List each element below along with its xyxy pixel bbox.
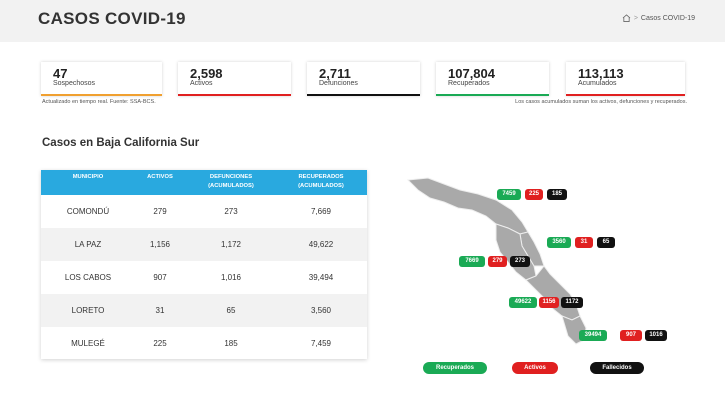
stat-label: Activos (190, 80, 213, 87)
cell-activos: 31 (155, 306, 165, 315)
cell-activos: 225 (153, 339, 167, 348)
header-defunciones-line1: DEFUNCIONES (209, 174, 253, 180)
breadcrumb: > Casos COVID-19 (622, 14, 695, 22)
cell-recuperados: 39,494 (308, 273, 334, 282)
map-label-loreto-activos: 31 (575, 237, 593, 248)
page-title: CASOS COVID-19 (38, 9, 186, 28)
map-label-loscabos-recuperados: 39494 (579, 330, 607, 341)
map-label-comondu-recuperados: 7669 (459, 256, 485, 267)
legend-activos[interactable]: Activos (512, 362, 558, 374)
map-label-comondu-fallecidos: 273 (510, 256, 530, 267)
stat-label: Sospechosos (53, 80, 96, 87)
map-label-lapaz-fallecidos: 1172 (561, 297, 583, 308)
map-label-mulege-activos: 225 (525, 189, 543, 200)
stat-card-recuperados: 107,804 Recuperados (436, 62, 549, 96)
cell-defunciones: 1,016 (220, 273, 242, 282)
stat-value: 47 (53, 66, 68, 81)
cell-municipio: LOS CABOS (64, 273, 112, 282)
stat-card-activos: 2,598 Activos (178, 62, 291, 96)
map-label-mulege-fallecidos: 185 (547, 189, 567, 200)
cell-defunciones: 1,172 (220, 240, 242, 249)
cell-defunciones: 185 (224, 339, 238, 348)
stat-value: 107,804 (448, 66, 495, 81)
table-row: LOS CABOS 907 1,016 39,494 (41, 261, 367, 294)
header-defunciones: DEFUNCIONES (ACUMULADOS) (191, 173, 271, 191)
stat-card-defunciones: 2,711 Defunciones (307, 62, 420, 96)
map-label-lapaz-recuperados: 49622 (509, 297, 537, 308)
cell-recuperados: 3,560 (310, 306, 332, 315)
cell-municipio: LORETO (71, 306, 105, 315)
header-bar: CASOS COVID-19 > Casos COVID-19 (0, 0, 725, 42)
header-municipio: MUNICIPIO (72, 174, 104, 180)
table-row: LA PAZ 1,156 1,172 49,622 (41, 228, 367, 261)
stat-label: Defunciones (319, 80, 358, 87)
cell-activos: 1,156 (149, 240, 171, 249)
stat-card-sospechosos: 47 Sospechosos (41, 62, 162, 96)
cell-activos: 279 (153, 207, 167, 216)
stat-value: 2,598 (190, 66, 223, 81)
header-activos: ACTIVOS (147, 174, 173, 180)
legend-fallecidos[interactable]: Fallecidos (590, 362, 644, 374)
map-label-loreto-fallecidos: 65 (597, 237, 615, 248)
stat-label: Recuperados (448, 80, 490, 87)
legend-recuperados[interactable]: Recuperados (423, 362, 487, 374)
stat-label: Acumulados (578, 80, 617, 87)
cell-municipio: COMONDÚ (66, 207, 110, 216)
section-title: Casos en Baja California Sur (42, 137, 200, 149)
cell-recuperados: 7,669 (310, 207, 332, 216)
map-region-mulege[interactable] (406, 177, 529, 235)
table-header: MUNICIPIO ACTIVOS DEFUNCIONES (ACUMULADO… (41, 170, 367, 195)
table-row: COMONDÚ 279 273 7,669 (41, 195, 367, 228)
stat-value: 2,711 (319, 66, 351, 81)
header-defunciones-line2: (ACUMULADOS) (208, 183, 254, 189)
cell-defunciones: 273 (224, 207, 238, 216)
breadcrumb-current: Casos COVID-19 (640, 14, 695, 22)
update-note: Actualizado en tiempo real. Fuente: SSA-… (42, 99, 156, 105)
map-label-loreto-recuperados: 3560 (547, 237, 571, 248)
header-recuperados: RECUPERADOS (ACUMULADOS) (281, 173, 361, 191)
map-label-loscabos-fallecidos: 1016 (645, 330, 667, 341)
map-label-loscabos-activos: 907 (620, 330, 642, 341)
home-icon[interactable] (622, 14, 631, 22)
cell-recuperados: 49,622 (308, 240, 334, 249)
table-row: LORETO 31 65 3,560 (41, 294, 367, 327)
cell-municipio: MULEGÉ (71, 339, 105, 348)
cell-recuperados: 7,459 (310, 339, 332, 348)
accumulated-note: Los casos acumulados suman los activos, … (515, 99, 687, 105)
cell-activos: 907 (153, 273, 167, 282)
map-label-mulege-recuperados: 7459 (497, 189, 521, 200)
bcs-map (406, 177, 587, 345)
cell-municipio: LA PAZ (74, 240, 102, 249)
table-row: MULEGÉ 225 185 7,459 (41, 327, 367, 360)
header-recuperados-line2: (ACUMULADOS) (298, 183, 344, 189)
breadcrumb-separator: > (633, 14, 638, 22)
stat-card-acumulados: 113,113 Acumulados (566, 62, 685, 96)
cases-table: MUNICIPIO ACTIVOS DEFUNCIONES (ACUMULADO… (41, 170, 367, 359)
map-label-lapaz-activos: 1156 (539, 297, 559, 308)
map-label-comondu-activos: 279 (488, 256, 507, 267)
stat-value: 113,113 (578, 66, 624, 81)
header-recuperados-line1: RECUPERADOS (298, 174, 344, 180)
cell-defunciones: 65 (226, 306, 236, 315)
